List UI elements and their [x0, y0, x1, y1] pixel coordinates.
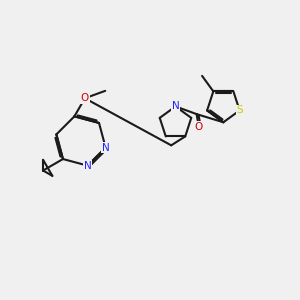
Text: N: N: [84, 160, 92, 171]
Text: O: O: [195, 122, 203, 132]
Text: N: N: [172, 101, 179, 111]
Text: S: S: [236, 106, 243, 116]
Text: O: O: [81, 93, 89, 103]
Text: N: N: [102, 142, 110, 153]
